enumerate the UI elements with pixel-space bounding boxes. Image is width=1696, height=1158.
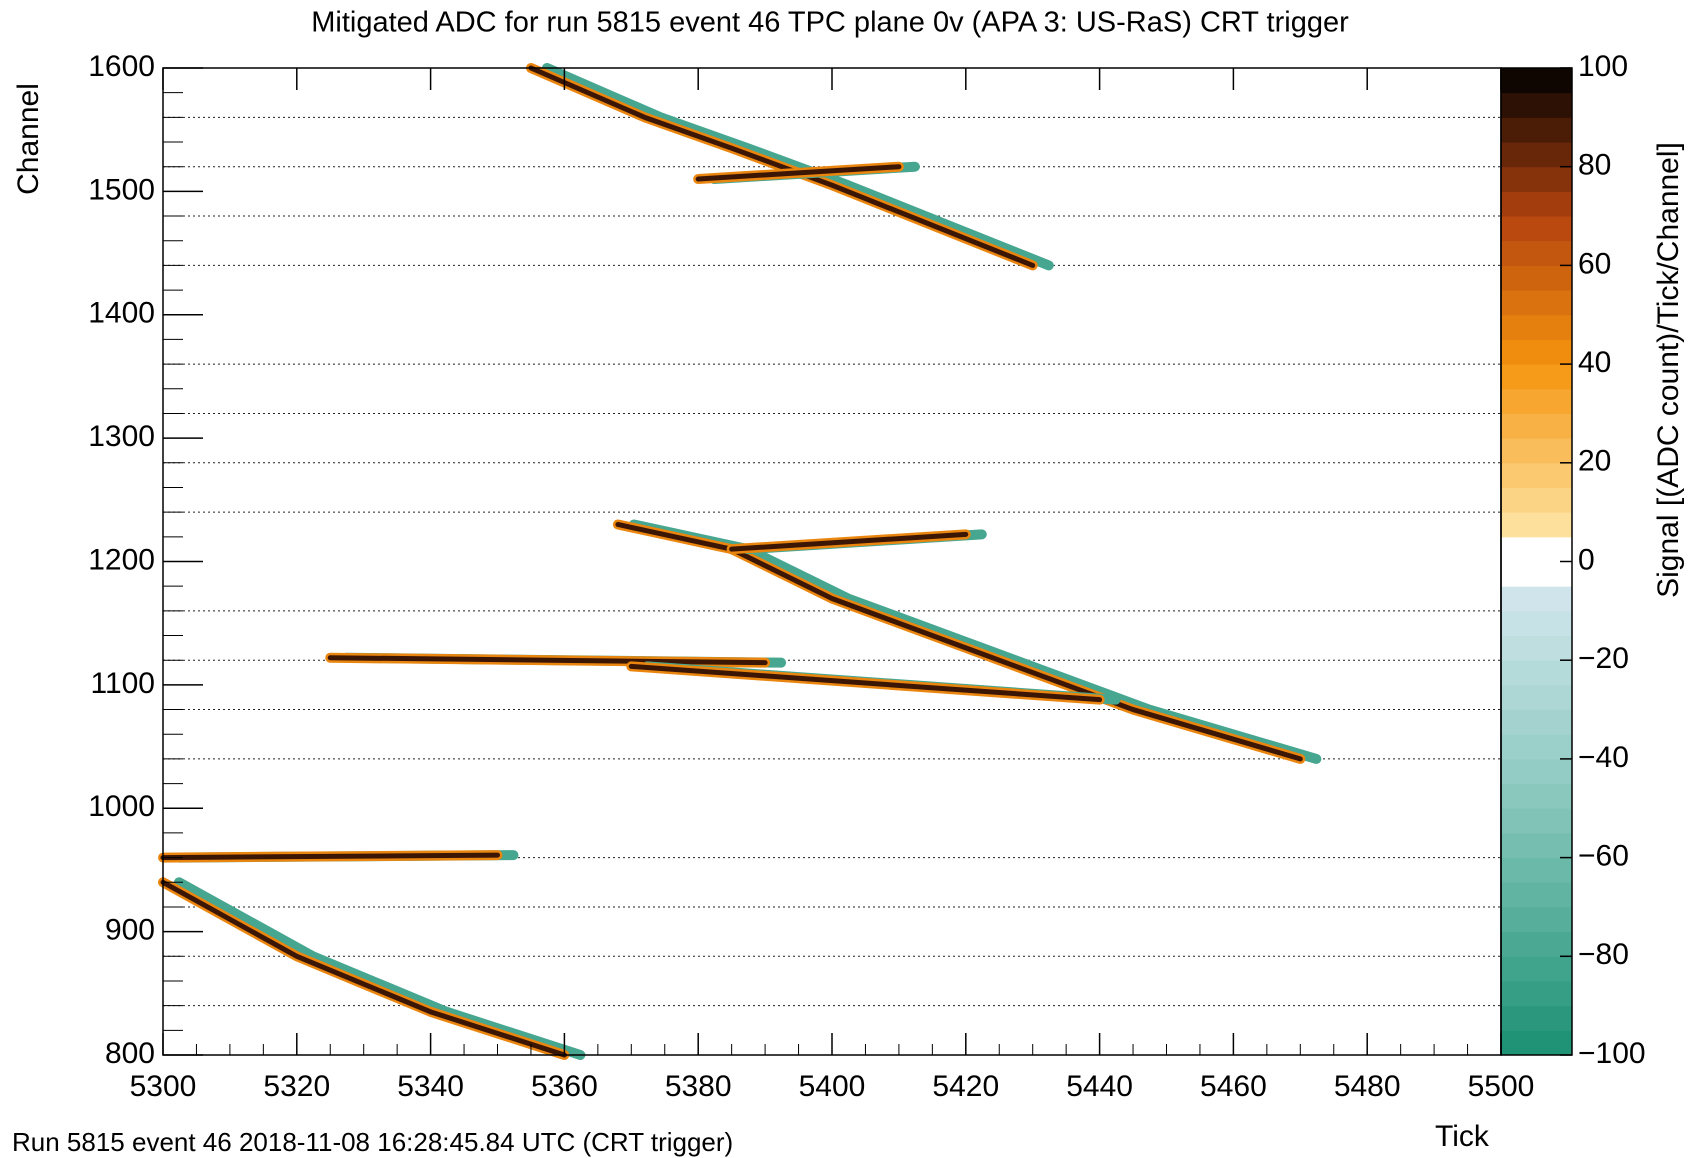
colorbar-cell — [1501, 783, 1572, 809]
track-positive — [160, 879, 567, 1058]
colorbar-cell — [1501, 117, 1572, 143]
colorbar-cell — [1501, 1005, 1572, 1031]
track-positive — [528, 65, 1036, 268]
y-axis-label: Channel — [12, 83, 45, 195]
x-tick-label: 5320 — [263, 1070, 330, 1103]
z-tick-label: −60 — [1578, 840, 1629, 873]
x-tick-label: 5400 — [799, 1070, 866, 1103]
colorbar-cell — [1501, 980, 1572, 1007]
y-tick-label: 1000 — [88, 790, 155, 823]
colorbar-cell — [1501, 882, 1572, 908]
track-positive — [160, 852, 500, 861]
z-tick-label: 40 — [1578, 346, 1611, 379]
colorbar-cell — [1501, 142, 1572, 168]
colorbar-cell — [1501, 339, 1572, 365]
colorbar-cell — [1501, 314, 1572, 340]
z-tick-label: 0 — [1578, 543, 1595, 576]
y-tick-label: 1500 — [88, 173, 155, 206]
colorbar-cell — [1501, 92, 1572, 118]
colorbar-cell — [1501, 906, 1572, 933]
colorbar-cell — [1501, 462, 1572, 488]
x-tick-label: 5440 — [1066, 1070, 1133, 1103]
colorbar-cell — [1501, 610, 1572, 637]
colorbar-cell — [1501, 290, 1572, 316]
plot-background — [163, 68, 1501, 1055]
y-tick-label: 1600 — [88, 50, 155, 83]
x-tick-label: 5340 — [397, 1070, 464, 1103]
z-tick-label: −80 — [1578, 938, 1629, 971]
x-tick-label: 5420 — [932, 1070, 999, 1103]
z-tick-label: −100 — [1578, 1037, 1646, 1070]
colorbar-cell — [1501, 388, 1572, 414]
colorbar-cell — [1501, 413, 1572, 439]
colorbar-cell — [1501, 487, 1572, 513]
y-tick-label: 1400 — [88, 297, 155, 330]
x-tick-label: 5300 — [130, 1070, 197, 1103]
colorbar-label: Signal [(ADC count)/Tick/Channel] — [1652, 142, 1685, 598]
y-tick-label: 1200 — [88, 543, 155, 576]
track-positive — [615, 521, 1303, 762]
x-tick-label: 5480 — [1334, 1070, 1401, 1103]
track-negative — [541, 63, 1054, 271]
x-tick-label: 5360 — [531, 1070, 598, 1103]
footer: Run 5815 event 46 2018-11-08 16:28:45.84… — [12, 1127, 733, 1157]
colorbar-cell — [1501, 931, 1572, 957]
colorbar-cell — [1501, 709, 1572, 735]
chart-title: Mitigated ADC for run 5815 event 46 TPC … — [311, 7, 1349, 39]
x-tick-label: 5500 — [1468, 1070, 1535, 1103]
z-tick-label: −20 — [1578, 642, 1629, 675]
colorbar-cell — [1501, 191, 1572, 217]
x-tick-label: 5380 — [665, 1070, 732, 1103]
z-tick-label: 60 — [1578, 247, 1611, 280]
track-positive — [729, 531, 969, 552]
colorbar-cell — [1501, 68, 1572, 94]
colorbar-cell — [1501, 240, 1572, 266]
y-tick-label: 1300 — [88, 420, 155, 453]
colorbar-cell — [1501, 734, 1572, 760]
track-positive — [628, 663, 1103, 703]
track-positive — [327, 655, 768, 666]
colorbar-cell — [1501, 758, 1572, 785]
z-tick-label: −40 — [1578, 741, 1629, 774]
plot-frame — [162, 67, 1502, 1056]
y-tick-label: 1100 — [90, 667, 155, 700]
colorbar-cell — [1501, 166, 1572, 192]
colorbar-cell — [1501, 857, 1572, 883]
y-tick-label: 900 — [105, 914, 155, 947]
colorbar-cell — [1501, 660, 1572, 686]
colorbar-cell — [1501, 561, 1572, 587]
colorbar-cell — [1501, 512, 1572, 538]
x-tick-label: 5460 — [1200, 1070, 1267, 1103]
colorbar-cell — [1501, 1030, 1572, 1056]
colorbar-cell — [1501, 635, 1572, 661]
colorbar-cell — [1501, 956, 1572, 982]
colorbar-cell — [1501, 684, 1572, 711]
z-tick-label: 80 — [1578, 149, 1611, 182]
y-tick-label: 800 — [105, 1037, 155, 1070]
z-tick-label: 20 — [1578, 445, 1611, 478]
x-axis-label: Tick — [1435, 1120, 1490, 1153]
colorbar-cell — [1501, 808, 1572, 834]
z-tick-label: 100 — [1578, 50, 1628, 83]
colorbar-cell — [1501, 586, 1572, 612]
track-positive — [695, 164, 902, 182]
colorbar-cell — [1501, 536, 1572, 562]
colorbar-cell — [1501, 265, 1572, 291]
colorbar-cell — [1501, 832, 1572, 859]
colorbar-cell — [1501, 438, 1572, 464]
colorbar-cell — [1501, 216, 1572, 242]
colorbar-cell — [1501, 364, 1572, 390]
